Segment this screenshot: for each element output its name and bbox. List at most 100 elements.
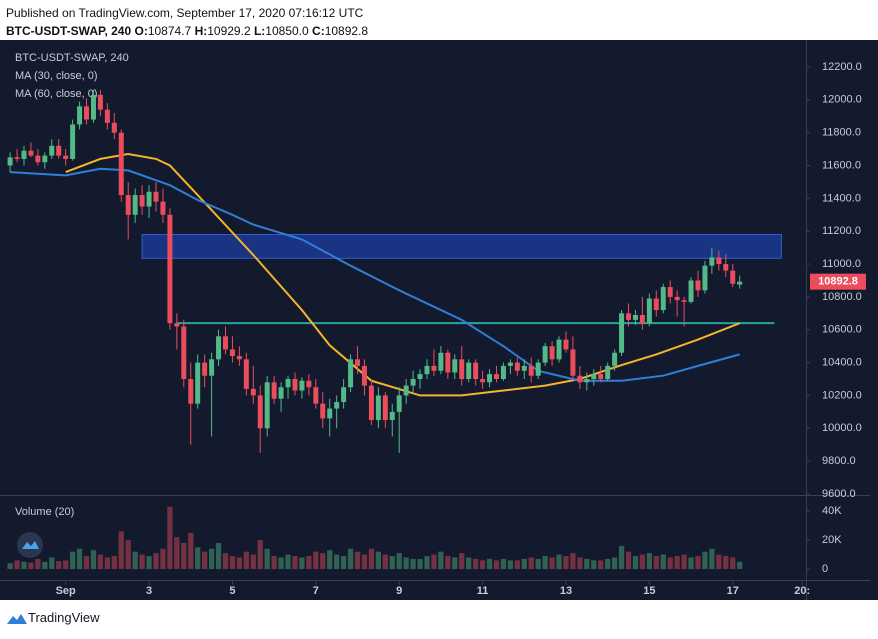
candle-body: [431, 365, 437, 371]
candle-body: [660, 287, 666, 311]
candle-body: [292, 379, 298, 391]
volume-bar: [243, 551, 249, 570]
candle-body: [410, 379, 416, 386]
volume-bar: [674, 556, 680, 570]
candle-body: [341, 387, 347, 403]
candle-body: [160, 201, 166, 215]
candle-body: [146, 191, 152, 207]
candle-body: [327, 408, 333, 419]
volume-bar: [452, 557, 458, 570]
candle-body: [577, 375, 583, 383]
candle-body: [598, 374, 604, 380]
y-tick-label: 10400.0: [822, 357, 862, 369]
volume-bar: [83, 556, 90, 570]
ohlc-label: O:: [134, 24, 148, 38]
x-tick-label: Sep: [56, 585, 76, 597]
volume-bar: [514, 560, 520, 570]
x-tick-label: 7: [313, 585, 319, 597]
candle-body: [236, 356, 242, 360]
ohlc-label: H:: [194, 24, 208, 38]
volume-bar: [139, 554, 145, 570]
volume-bar: [250, 554, 256, 570]
publisher: Published on TradingView.com, September …: [6, 6, 364, 20]
candle-body: [605, 365, 611, 380]
candle-body: [709, 257, 715, 266]
candle-body: [278, 387, 284, 399]
y-tick-label: 10800.0: [822, 291, 862, 303]
ohlc-label: L:: [253, 24, 266, 38]
volume-bar: [410, 558, 416, 570]
volume-bar: [382, 554, 388, 570]
volume-bar: [97, 554, 104, 570]
volume-bar: [632, 556, 639, 570]
volume-bar: [466, 557, 472, 570]
x-tick-label: 11: [477, 585, 489, 597]
volume-bar: [396, 553, 402, 570]
symbol: BTC-USDT-SWAP, 240: [6, 24, 132, 38]
volume-bar: [723, 556, 729, 570]
volume-bar: [334, 554, 340, 570]
last-price-box: [810, 273, 866, 290]
candle-body: [77, 106, 83, 125]
volume-bar: [153, 553, 159, 570]
volume-bar: [737, 561, 743, 570]
candle-body: [639, 314, 645, 324]
candle-body: [396, 395, 402, 412]
candle-body: [153, 191, 159, 202]
ohlc-value: 10929.2: [207, 24, 251, 38]
candle-body: [361, 365, 367, 386]
legend-entry: MA (60, close, 0): [15, 88, 98, 100]
ma-line: [10, 167, 740, 382]
volume-bar: [507, 560, 514, 570]
candle-body: [452, 359, 458, 373]
volume-bar: [445, 556, 451, 570]
candle-body: [195, 362, 201, 404]
y-tick-label: 11000.0: [822, 258, 861, 270]
volume-bar: [438, 551, 444, 570]
ohlc-value: 10892.8: [324, 24, 369, 38]
last-price-label: 10892.8: [818, 276, 858, 288]
volume-bar: [118, 531, 124, 570]
candle-body: [355, 359, 361, 366]
candle-body: [118, 132, 124, 196]
volume-y-tick-label: 20K: [822, 534, 842, 546]
candle-body: [35, 155, 41, 163]
volume-bar: [521, 558, 527, 570]
volume-bar: [542, 556, 548, 570]
candle-body: [28, 150, 34, 156]
candle-body: [7, 157, 13, 166]
volume-bar: [320, 553, 326, 570]
candle-body: [49, 145, 55, 156]
candle-body: [299, 380, 305, 391]
candle-body: [306, 380, 312, 388]
candle-body: [584, 379, 590, 383]
candle-body: [403, 385, 409, 396]
volume-bar: [688, 557, 694, 570]
x-tick-label: 15: [643, 585, 655, 597]
candle-body: [104, 109, 110, 123]
candle-body: [521, 365, 527, 371]
volume-bar: [327, 550, 333, 570]
candle-body: [619, 313, 625, 353]
volume-bar: [563, 556, 569, 570]
volume-bar: [528, 557, 534, 570]
volume-bar: [611, 557, 618, 570]
volume-bar: [702, 551, 708, 570]
candle-body: [653, 298, 659, 311]
volume-bar: [730, 557, 736, 570]
ohlc-value: 10850.0: [265, 24, 309, 38]
candle-body: [514, 362, 520, 371]
volume-bar: [257, 540, 263, 570]
volume-bar: [493, 560, 500, 570]
ohlc: O:10874.7 H:10929.2 L:10850.0 C:10892.8: [134, 24, 368, 38]
candle-body: [500, 365, 506, 380]
volume-bar: [375, 551, 381, 570]
volume-bar: [202, 551, 208, 570]
legend-entry: MA (30, close, 0): [15, 70, 98, 82]
candle-body: [97, 94, 103, 110]
candle-body: [90, 94, 96, 120]
candle-body: [528, 365, 534, 376]
volume-bar: [660, 554, 666, 570]
candle-body: [202, 362, 208, 376]
